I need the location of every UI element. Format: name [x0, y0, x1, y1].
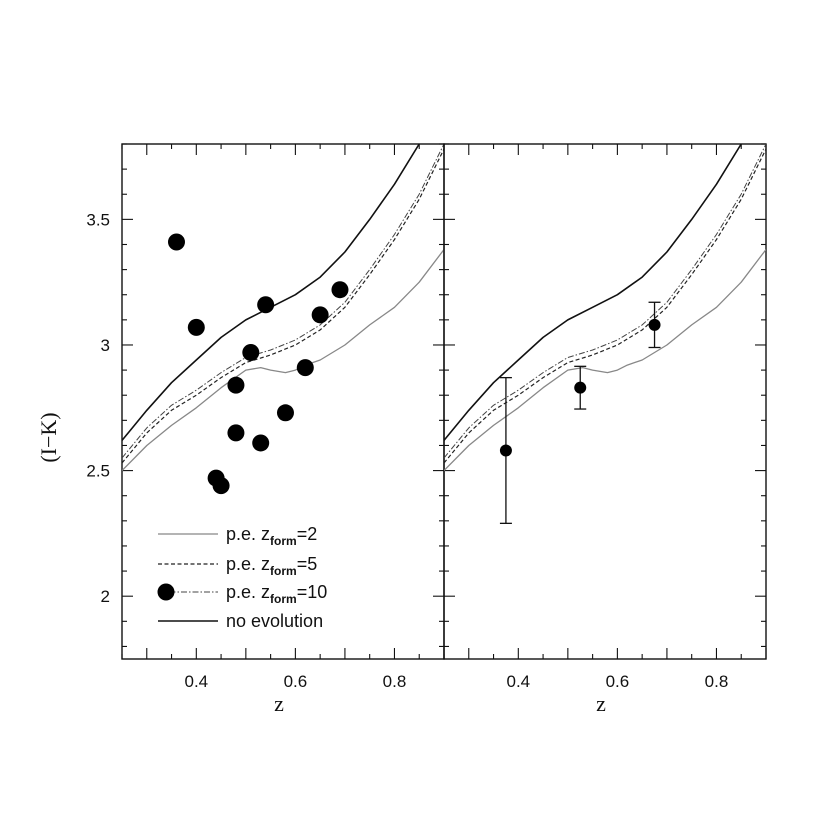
data-point — [252, 434, 270, 452]
y-tick-label: 3 — [101, 336, 110, 355]
data-point — [257, 296, 275, 314]
legend: p.e. zform=2 p.e. zform=5 p.e. zform=10 no … — [157, 524, 327, 631]
x-tick-label: 0.8 — [383, 672, 407, 691]
left-panel: 0.4 0.6 0.8 2 2.5 3 3.5 z (I−K) — [36, 143, 445, 716]
legend-label: p.e. zform=5 — [226, 554, 317, 578]
series-line-dashed — [122, 148, 444, 464]
series-line-dotted-light — [444, 249, 766, 472]
series-line-solid — [122, 144, 421, 441]
data-point — [212, 477, 230, 495]
data-point — [499, 444, 512, 457]
legend-label: no evolution — [226, 611, 323, 631]
series-line-solid — [444, 144, 743, 441]
legend-label: p.e. zform=2 — [226, 524, 317, 548]
plot-frame-left — [121, 143, 445, 660]
series-line-dotted-light — [122, 249, 444, 472]
series-line-dashed — [444, 148, 766, 464]
y-tick-label: 3.5 — [86, 210, 110, 229]
data-point — [311, 306, 329, 324]
legend-label: p.e. zform=10 — [226, 582, 327, 606]
x-tick-label: 0.4 — [184, 672, 208, 691]
data-point — [331, 281, 349, 299]
data-point — [187, 318, 205, 336]
x-axis-label: z — [596, 691, 606, 716]
plot-frame-right — [443, 143, 767, 660]
x-axis-label: z — [274, 691, 284, 716]
series-line-dash-dot — [444, 144, 766, 459]
x-tick-label: 0.6 — [284, 672, 308, 691]
right-panel: 0.4 0.6 0.8 z — [443, 143, 767, 716]
data-point — [227, 376, 245, 394]
data-point — [167, 233, 185, 251]
data-point — [227, 424, 245, 442]
y-tick-label: 2.5 — [86, 462, 110, 481]
data-point — [242, 344, 260, 362]
data-point — [276, 404, 294, 422]
data-point — [648, 318, 661, 331]
x-tick-label: 0.8 — [705, 672, 729, 691]
x-tick-label: 0.4 — [506, 672, 530, 691]
data-point — [574, 381, 587, 394]
y-axis-label: (I−K) — [36, 412, 61, 462]
series-line-dash-dot — [122, 144, 444, 459]
data-point — [296, 359, 314, 377]
x-tick-label: 0.6 — [606, 672, 630, 691]
y-tick-label: 2 — [101, 587, 110, 606]
legend-marker — [157, 583, 175, 601]
